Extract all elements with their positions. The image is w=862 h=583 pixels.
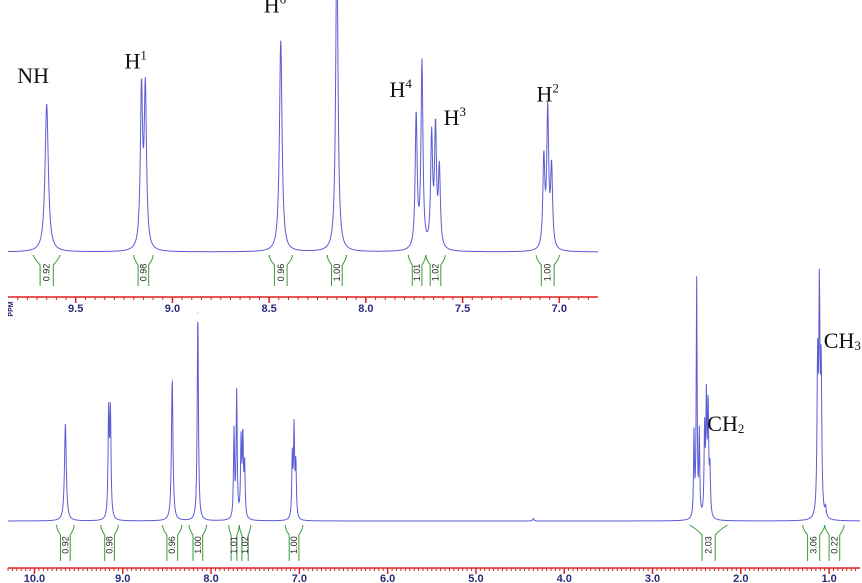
tick-label: 10.0 xyxy=(24,573,45,583)
integral-value: 1.00 xyxy=(289,536,299,554)
integral-value: 0.98 xyxy=(105,536,115,554)
integral-bracket xyxy=(133,254,154,286)
tick-label: 9.5 xyxy=(68,303,83,315)
tick-label: 8.5 xyxy=(261,303,276,315)
integral-value: 0.98 xyxy=(138,264,148,282)
peak-assignment-label: H6 xyxy=(264,0,287,17)
tick-label: 7.0 xyxy=(292,573,307,583)
integral-bracket xyxy=(162,524,183,561)
peak-assignment-label: CH2 xyxy=(707,411,744,436)
integral-bracket xyxy=(326,254,348,286)
peak-assignment-label: H4 xyxy=(389,76,412,102)
integral-bracket xyxy=(56,524,75,561)
tick-label: 7.0 xyxy=(552,303,567,315)
integral-bracket xyxy=(188,524,208,561)
integral-bracket xyxy=(268,254,293,286)
tick-label: 9.0 xyxy=(165,303,180,315)
integral-value: 1.00 xyxy=(332,264,342,282)
peak-assignment-label: NH xyxy=(17,63,49,88)
integral-bracket xyxy=(535,254,560,286)
integral-value: 0.22 xyxy=(829,536,839,554)
integral-value: 1.01 xyxy=(229,536,239,554)
integral-bracket xyxy=(238,524,252,561)
spectrum-trace xyxy=(8,268,860,522)
integral-value: 0.92 xyxy=(42,264,52,282)
tick-label: 9.0 xyxy=(115,573,130,583)
integral-bracket xyxy=(100,524,119,561)
integral-bracket xyxy=(425,254,446,286)
integral-value: 1.00 xyxy=(543,264,553,282)
integral-value: 3.06 xyxy=(809,536,819,554)
tick-label: 1.0 xyxy=(821,573,836,583)
integral-bracket xyxy=(689,524,728,561)
peak-assignment-label: H2 xyxy=(537,81,559,107)
tick-label: 6.0 xyxy=(380,573,395,583)
integral-value: 1.02 xyxy=(240,536,250,554)
tick-label: 5.0 xyxy=(468,573,483,583)
integral-value: 0.96 xyxy=(167,536,177,554)
peak-assignment-label: H3 xyxy=(444,104,466,130)
tick-label: 3.0 xyxy=(645,573,660,583)
integral-bracket xyxy=(284,524,304,561)
integral-value: 1.02 xyxy=(431,264,441,282)
integral-value: 2.03 xyxy=(704,536,714,554)
peak-assignment-label: H1 xyxy=(124,48,146,74)
tick-label: 2.0 xyxy=(733,573,748,583)
peak-assignment-label: CH3 xyxy=(824,328,861,353)
integral-value: 0.92 xyxy=(60,536,70,554)
integral-value: 1.00 xyxy=(193,536,203,554)
x-axis-label: PPM xyxy=(8,301,15,316)
expanded-aromatic-spectrum: 0.92 0.98 0.96 1.00 1.01 1.02 1.00 9.5 9.0 8.5 8.0… xyxy=(7,0,598,317)
tick-label: 4.0 xyxy=(557,573,572,583)
integral-bracket xyxy=(824,524,845,561)
tick-label: 7.5 xyxy=(455,303,470,315)
integral-value: 1.01 xyxy=(412,264,422,282)
tick-label: 8.0 xyxy=(358,303,373,315)
tick-label: 8.0 xyxy=(203,573,218,583)
spectrum-trace xyxy=(7,0,598,253)
integral-value: 0.96 xyxy=(276,264,286,282)
integral-bracket xyxy=(32,254,61,286)
full-spectrum: 0.92 0.98 0.96 1.00 1.01 1.02 1.00 2.03 3.06 0.22… xyxy=(7,268,861,583)
